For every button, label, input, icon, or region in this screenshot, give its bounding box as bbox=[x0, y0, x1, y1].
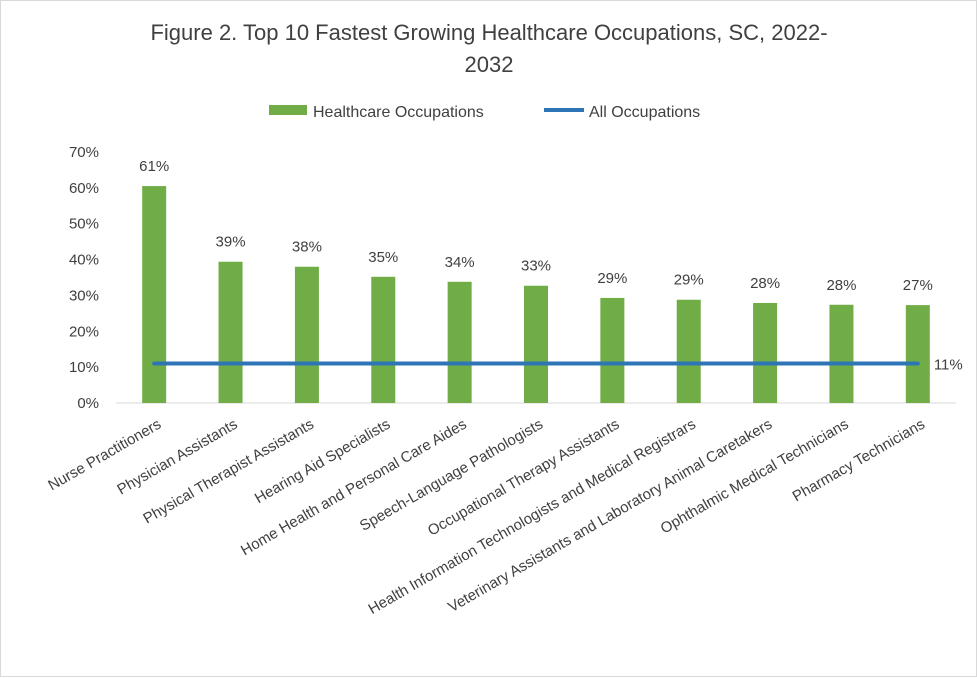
bar-data-label: 29% bbox=[674, 272, 704, 289]
chart-title-line-1: Figure 2. Top 10 Fastest Growing Healthc… bbox=[150, 20, 827, 45]
bar bbox=[294, 266, 319, 403]
x-category-label: Pharmacy Technicians bbox=[790, 416, 928, 506]
line-data-label: 11% bbox=[934, 357, 963, 374]
bar-series bbox=[142, 186, 930, 403]
y-tick-label: 40% bbox=[69, 252, 99, 269]
bar bbox=[753, 302, 778, 403]
bar-data-labels: 61% 39% 38% 35% 34% 33% 29% 29% 28% 28% 27% bbox=[139, 158, 933, 294]
bar-data-label: 27% bbox=[903, 277, 933, 294]
chart-title: Figure 2. Top 10 Fastest Growing Healthc… bbox=[150, 20, 827, 77]
bar-data-label: 34% bbox=[445, 254, 475, 271]
y-tick-label: 50% bbox=[69, 216, 99, 233]
bar-data-label: 38% bbox=[292, 239, 322, 256]
chart-legend: Healthcare Occupations All Occupations bbox=[269, 104, 700, 121]
bar bbox=[371, 276, 396, 403]
bar bbox=[218, 261, 243, 403]
bar bbox=[447, 281, 472, 403]
y-tick-label: 20% bbox=[69, 323, 99, 340]
y-axis: 0% 10% 20% 30% 40% 50% 60% 70% bbox=[69, 144, 99, 412]
legend-label-healthcare-occupations: Healthcare Occupations bbox=[313, 104, 484, 121]
bar-data-label: 33% bbox=[521, 258, 551, 275]
legend-swatch-healthcare-occupations bbox=[269, 105, 307, 115]
bar bbox=[524, 285, 548, 403]
bar bbox=[600, 297, 625, 403]
y-tick-label: 70% bbox=[69, 144, 99, 161]
line-series: 11% bbox=[152, 357, 963, 374]
x-category-label: Hearing Aid Specialists bbox=[252, 416, 393, 507]
legend-label-all-occupations: All Occupations bbox=[589, 104, 700, 121]
y-tick-label: 10% bbox=[69, 359, 99, 376]
bar-data-label: 61% bbox=[139, 158, 169, 175]
bar bbox=[829, 304, 854, 403]
bar bbox=[142, 186, 167, 403]
y-tick-label: 30% bbox=[69, 287, 99, 304]
bar-data-label: 39% bbox=[216, 234, 246, 251]
y-tick-label: 0% bbox=[77, 395, 99, 412]
bar bbox=[905, 305, 930, 403]
chart-title-line-2: 2032 bbox=[465, 52, 514, 77]
bar-data-label: 28% bbox=[826, 277, 856, 294]
bar-data-label: 28% bbox=[750, 275, 780, 292]
bar-data-label: 29% bbox=[597, 270, 627, 287]
bar-data-label: 35% bbox=[368, 249, 398, 266]
bar bbox=[676, 299, 701, 403]
y-tick-label: 60% bbox=[69, 180, 99, 197]
